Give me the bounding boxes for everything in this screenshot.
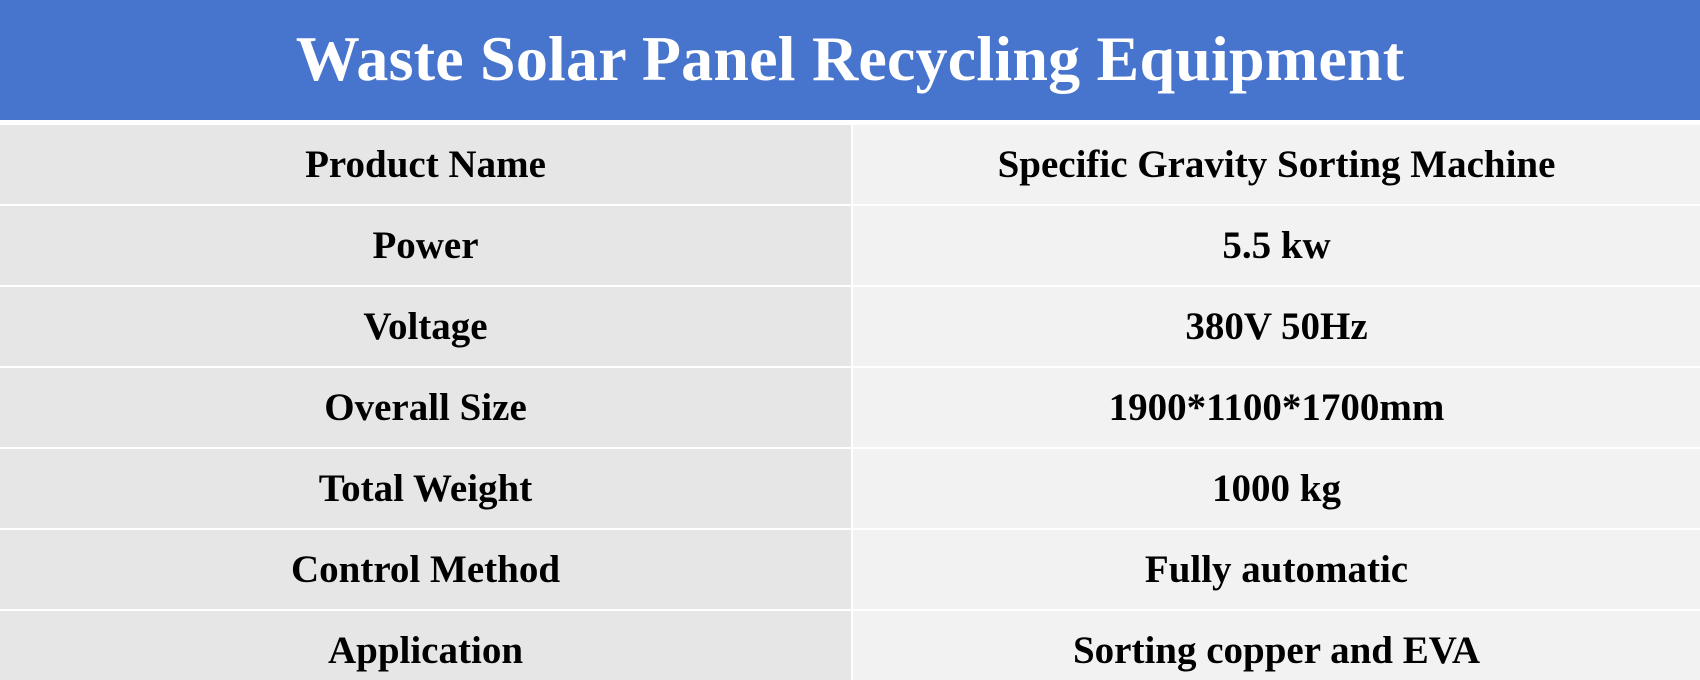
- table-row: Control Method Fully automatic: [0, 529, 1700, 611]
- row-label: Power: [0, 205, 853, 287]
- row-value: Fully automatic: [852, 529, 1700, 611]
- row-value: 1000 kg: [852, 448, 1700, 530]
- page-title: Waste Solar Panel Recycling Equipment: [295, 23, 1405, 94]
- table-row: Application Sorting copper and EVA: [0, 610, 1700, 680]
- table-row: Total Weight 1000 kg: [0, 448, 1700, 530]
- row-label: Overall Size: [0, 367, 853, 449]
- table-row: Overall Size 1900*1100*1700mm: [0, 367, 1700, 449]
- spec-table: Product Name Specific Gravity Sorting Ma…: [0, 125, 1700, 680]
- row-label: Application: [0, 610, 853, 680]
- title-bar: Waste Solar Panel Recycling Equipment: [0, 0, 1700, 120]
- table-row: Power 5.5 kw: [0, 205, 1700, 287]
- row-label: Voltage: [0, 286, 853, 368]
- row-value: 1900*1100*1700mm: [852, 367, 1700, 449]
- row-value: 5.5 kw: [852, 205, 1700, 287]
- table-row: Voltage 380V 50Hz: [0, 286, 1700, 368]
- row-value: Sorting copper and EVA: [852, 610, 1700, 680]
- row-value: Specific Gravity Sorting Machine: [852, 125, 1700, 206]
- row-label: Control Method: [0, 529, 853, 611]
- row-value: 380V 50Hz: [852, 286, 1700, 368]
- row-label: Product Name: [0, 125, 853, 206]
- row-label: Total Weight: [0, 448, 853, 530]
- table-row: Product Name Specific Gravity Sorting Ma…: [0, 125, 1700, 206]
